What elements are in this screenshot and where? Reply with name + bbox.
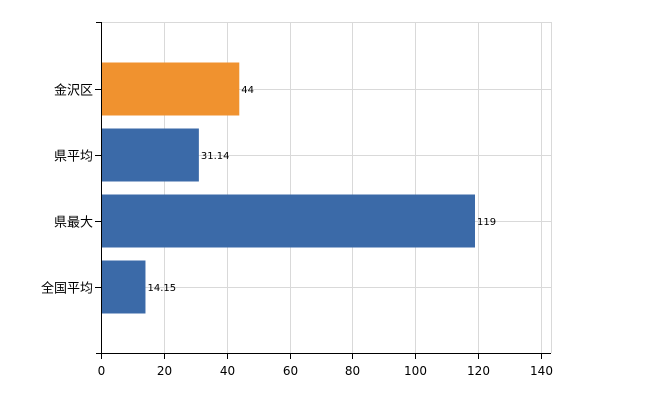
data-label-1: 31.14 — [201, 151, 230, 162]
x-tick-label-5: 100 — [404, 364, 427, 378]
x-tick-label-2: 40 — [220, 364, 235, 378]
x-tick-label-0: 0 — [98, 364, 106, 378]
x-tick-label-1: 20 — [157, 364, 172, 378]
category-label-0: 金沢区 — [54, 83, 93, 99]
x-tick-label-7: 140 — [530, 364, 553, 378]
bar-1 — [101, 128, 199, 182]
bar-0 — [101, 62, 240, 116]
data-label-0: 44 — [241, 85, 254, 96]
data-label-2: 119 — [477, 217, 496, 228]
x-tick-label-3: 60 — [283, 364, 298, 378]
x-tick-label-6: 120 — [467, 364, 490, 378]
category-label-1: 県平均 — [54, 150, 93, 165]
bar-3 — [101, 260, 146, 314]
axes — [95, 22, 551, 359]
x-tick-label-4: 80 — [345, 364, 360, 378]
category-label-3: 全国平均 — [41, 281, 93, 297]
data-label-3: 14.15 — [147, 283, 176, 294]
category-label-2: 県最大 — [54, 216, 93, 231]
bars — [101, 62, 475, 314]
bar-2 — [101, 194, 475, 248]
